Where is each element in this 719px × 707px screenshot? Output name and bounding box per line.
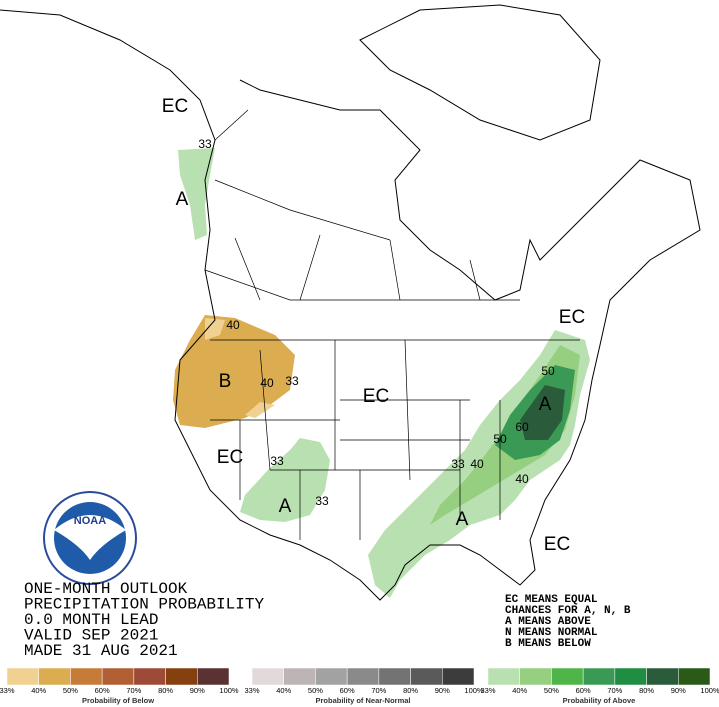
legend-label: 70%: [126, 686, 141, 695]
contour-label: 33: [270, 454, 284, 468]
category-label: A: [176, 189, 189, 210]
legend-label: 90%: [190, 686, 205, 695]
legend-label: 33%: [480, 686, 495, 695]
legend-title: Probability of Above: [563, 696, 636, 705]
legend-swatch: [678, 667, 711, 686]
legend-swatch: [165, 667, 198, 686]
legend-label: 100%: [464, 686, 484, 695]
category-label: EC: [217, 447, 243, 468]
legend-swatch: [551, 667, 584, 686]
legend-label: 80%: [158, 686, 173, 695]
contour-label: 40: [226, 318, 240, 332]
legend-swatch: [38, 667, 71, 686]
legend-swatch: [442, 667, 475, 686]
key-line: CHANCES FOR A, N, B: [505, 605, 631, 617]
category-label: EC: [559, 307, 585, 328]
legend-label: 80%: [403, 686, 418, 695]
legend-swatch: [283, 667, 316, 686]
legend-label: 80%: [639, 686, 654, 695]
category-label: A: [279, 496, 292, 517]
above-region: [240, 438, 330, 522]
category-label: EC: [544, 534, 570, 555]
legend-label: 33%: [244, 686, 259, 695]
legend-label: 40%: [276, 686, 291, 695]
below-region: [173, 315, 295, 428]
contour-label: 33: [451, 457, 465, 471]
legend-swatch: [101, 667, 135, 686]
legend-label: 40%: [31, 686, 46, 695]
legend-label: 100%: [219, 686, 239, 695]
contour-label: 40: [470, 457, 484, 471]
legend-swatch: [251, 667, 284, 686]
contour-label: 50: [493, 432, 507, 446]
legend-label: 90%: [435, 686, 450, 695]
key-line: EC MEANS EQUAL: [505, 594, 598, 606]
legend-swatch: [197, 667, 230, 686]
contour-label: 33: [315, 494, 329, 508]
key-line: B MEANS BELOW: [505, 638, 591, 650]
category-label: A: [456, 509, 469, 530]
below-region-edge: [205, 318, 275, 418]
category-label: EC: [363, 386, 389, 407]
outlook-line: 0.0 MONTH LEAD: [24, 611, 158, 629]
legend-label: 90%: [671, 686, 686, 695]
legend-swatch: [519, 667, 552, 686]
legend-label: 70%: [371, 686, 386, 695]
contour-label: 50: [541, 364, 555, 378]
legend-label: 60%: [95, 686, 110, 695]
legend-label: 100%: [700, 686, 719, 695]
province-lines: [204, 109, 520, 301]
category-label: B: [219, 371, 232, 392]
legend-label: 33%: [0, 686, 15, 695]
outlook-line: VALID SEP 2021: [24, 627, 158, 645]
greenland-islands: [359, 4, 601, 141]
legend-label: 60%: [576, 686, 591, 695]
legend-swatch: [70, 667, 103, 686]
legend-label: 70%: [607, 686, 622, 695]
contour-label: 40: [260, 376, 274, 390]
legend-swatch: [133, 667, 166, 686]
legend-swatch: [315, 667, 348, 686]
above-region: [178, 148, 215, 240]
legend-label: 40%: [512, 686, 527, 695]
legend-swatch: [410, 667, 443, 686]
legend-label: 50%: [63, 686, 78, 695]
legend-swatch: [487, 667, 520, 686]
outlook-line: PRECIPITATION PROBABILITY: [24, 596, 264, 614]
contour-label: 40: [515, 472, 529, 486]
state-lines: [210, 339, 580, 540]
legend-swatch: [646, 667, 679, 686]
outlook-line: ONE-MONTH OUTLOOK: [24, 580, 188, 598]
legend-title: Probability of Below: [82, 696, 154, 705]
legend-label: 60%: [340, 686, 355, 695]
legend-swatch: [614, 667, 647, 686]
coastline: [0, 9, 701, 601]
legend-title: Probability of Near-Normal: [315, 696, 410, 705]
contour-label: 60: [515, 420, 529, 434]
legend-swatch: [378, 667, 411, 686]
legend-label: 50%: [544, 686, 559, 695]
legend-swatch: [582, 667, 616, 686]
legend-label: 50%: [308, 686, 323, 695]
logo-bird: [54, 515, 126, 560]
contour-label: 33: [198, 137, 212, 151]
category-label: EC: [162, 96, 188, 117]
outlook-line: MADE 31 AUG 2021: [24, 642, 178, 660]
above-region-60: [520, 385, 565, 440]
category-label: A: [539, 394, 552, 415]
key-line: N MEANS NORMAL: [505, 627, 598, 639]
contour-label: 33: [285, 374, 299, 388]
logo-text: NOAA: [74, 515, 106, 527]
legend-swatch: [6, 667, 39, 686]
key-line: A MEANS ABOVE: [505, 616, 591, 628]
legend-swatch: [346, 667, 380, 686]
